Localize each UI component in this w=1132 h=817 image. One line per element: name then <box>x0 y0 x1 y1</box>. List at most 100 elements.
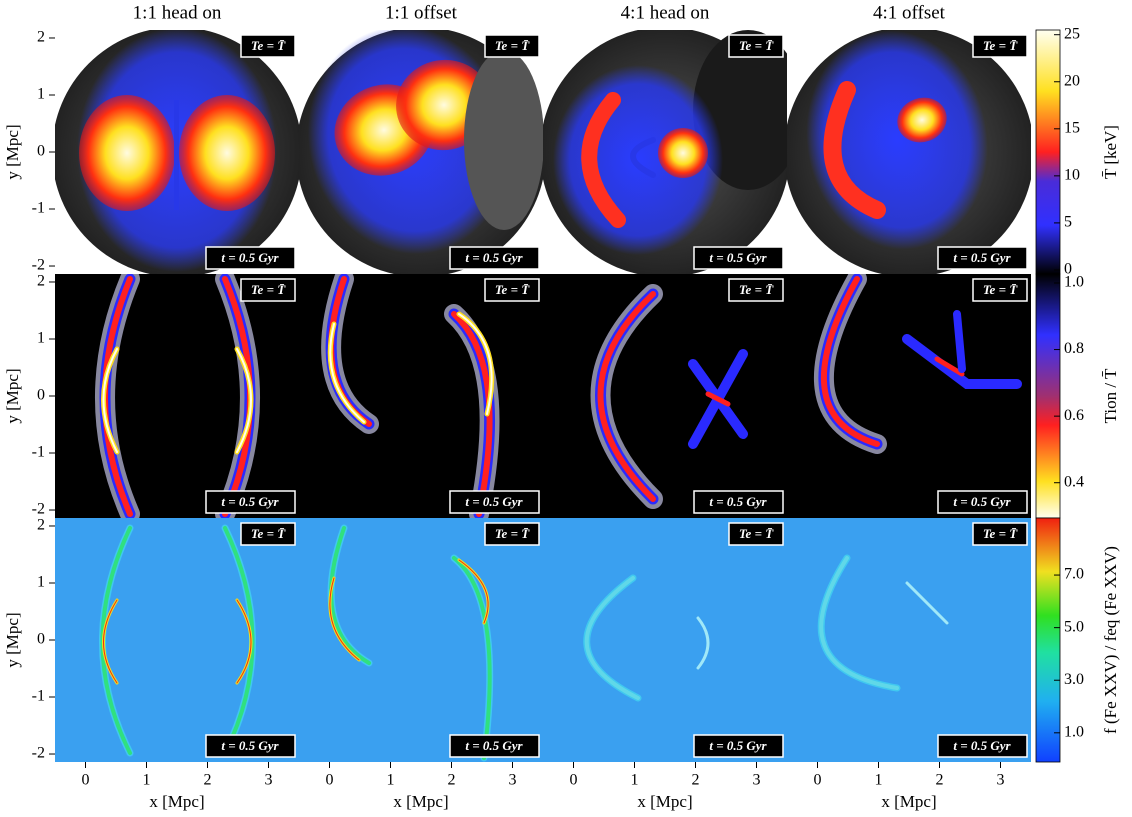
label-box <box>937 246 1028 270</box>
simulation-feature <box>55 518 299 762</box>
label-box <box>449 246 540 270</box>
simulation-feature <box>79 95 175 211</box>
colorbar <box>1035 517 1061 763</box>
simulation-feature <box>174 100 179 210</box>
simulation-feature <box>823 81 886 219</box>
colorbar-tick-label: 0.4 <box>1064 473 1084 490</box>
y-tick-label: 1 <box>37 330 45 347</box>
simulation-feature <box>329 323 365 423</box>
x-axis-label: x [Mpc] <box>149 792 204 811</box>
x-tick-label: 2 <box>448 772 456 789</box>
panel: Te = T̄ t = 0.5 Gyr <box>543 518 787 762</box>
y-axis-label: y [Mpc] <box>3 124 22 179</box>
label-box <box>240 34 296 58</box>
time-label: t = 0.5 Gyr <box>709 738 767 753</box>
label-box <box>240 278 296 302</box>
electron-temperature-label: Te = T̄ <box>739 282 774 297</box>
y-tick-label: -2 <box>32 257 45 274</box>
x-axis-label: x [Mpc] <box>881 792 936 811</box>
label-box <box>693 734 784 758</box>
label-box <box>728 278 784 302</box>
time-label: t = 0.5 Gyr <box>221 738 279 753</box>
panel: Te = T̄ t = 0.5 Gyr <box>299 518 543 762</box>
simulation-feature <box>905 581 949 625</box>
simulation-feature <box>102 348 118 453</box>
x-tick-label: 0 <box>326 772 334 789</box>
colorbar <box>1035 273 1061 519</box>
colorbar-tick-label: 0.8 <box>1064 340 1084 357</box>
colorbar-tick-label: 1.0 <box>1064 723 1084 740</box>
colorbar-tick-label: 3.0 <box>1064 671 1084 688</box>
simulation-feature <box>821 276 880 447</box>
column-title: 4:1 offset <box>873 2 946 23</box>
label-box <box>484 34 540 58</box>
label-box <box>937 490 1028 514</box>
panel: Te = T̄ t = 0.5 Gyr <box>55 30 299 274</box>
x-tick-label: 1 <box>143 772 151 789</box>
electron-temperature-label: Te = T̄ <box>983 526 1018 541</box>
y-tick-label: 2 <box>37 273 45 290</box>
colorbar-tick-label: 5 <box>1064 214 1072 231</box>
label-box <box>693 490 784 514</box>
simulation-feature <box>787 518 1031 762</box>
colorbar <box>1035 29 1061 275</box>
y-tick-label: 1 <box>37 574 45 591</box>
x-tick-label: 1 <box>387 772 395 789</box>
electron-temperature-label: Te = T̄ <box>983 282 1018 297</box>
column-title: 4:1 head on <box>621 2 710 23</box>
label-box <box>937 734 1028 758</box>
y-tick-label: 0 <box>37 143 45 160</box>
y-axis-label: y [Mpc] <box>3 612 22 667</box>
y-tick-label: 0 <box>37 387 45 404</box>
simulation-feature <box>705 391 731 407</box>
time-label: t = 0.5 Gyr <box>953 250 1011 265</box>
label-box <box>728 34 784 58</box>
simulation-feature <box>329 526 371 665</box>
electron-temperature-label: Te = T̄ <box>739 526 774 541</box>
panel: Te = T̄ t = 0.5 Gyr <box>299 30 543 274</box>
x-tick-label: 1 <box>631 772 639 789</box>
label-box <box>972 34 1028 58</box>
electron-temperature-label: Te = T̄ <box>251 526 286 541</box>
label-box <box>449 734 540 758</box>
colorbar-tick-label: 5.0 <box>1064 618 1084 635</box>
simulation-feature <box>464 50 543 230</box>
x-tick-label: 3 <box>509 772 517 789</box>
colorbar-tick-label: 15 <box>1064 119 1080 136</box>
x-tick-label: 0 <box>814 772 822 789</box>
simulation-feature <box>329 577 360 661</box>
simulation-feature <box>584 576 640 700</box>
colorbar-tick-label: 1.0 <box>1064 274 1084 291</box>
label-box <box>484 278 540 302</box>
colorbar-tick-label: 0.6 <box>1064 407 1084 424</box>
time-label: t = 0.5 Gyr <box>953 494 1011 509</box>
simulation-feature <box>103 599 118 684</box>
simulation-feature <box>543 274 787 518</box>
column-title: 1:1 head on <box>133 2 222 23</box>
electron-temperature-label: Te = T̄ <box>495 282 530 297</box>
panel: Te = T̄ t = 0.5 Gyr <box>543 30 787 274</box>
simulation-feature <box>934 356 965 377</box>
electron-temperature-label: Te = T̄ <box>495 526 530 541</box>
colorbar-tick-label: 20 <box>1064 72 1080 89</box>
simulation-feature <box>897 97 947 143</box>
x-axis-label: x [Mpc] <box>637 792 692 811</box>
label-box <box>693 246 784 270</box>
simulation-feature <box>819 556 899 690</box>
y-axis-label: y [Mpc] <box>3 368 22 423</box>
y-tick-label: 2 <box>37 29 45 46</box>
panel: Te = T̄ t = 0.5 Gyr <box>299 274 543 518</box>
x-tick-label: 0 <box>82 772 90 789</box>
time-label: t = 0.5 Gyr <box>709 494 767 509</box>
x-tick-label: 3 <box>997 772 1005 789</box>
x-axis-label: x [Mpc] <box>393 792 448 811</box>
colorbar-tick-label: 10 <box>1064 167 1080 184</box>
simulation-feature <box>597 291 656 502</box>
simulation-feature <box>55 274 299 518</box>
time-label: t = 0.5 Gyr <box>465 738 523 753</box>
simulation-feature <box>458 313 493 415</box>
label-box <box>728 522 784 546</box>
y-tick-label: -1 <box>32 200 45 217</box>
panel: Te = T̄ t = 0.5 Gyr <box>787 518 1031 762</box>
simulation-feature <box>658 128 708 178</box>
